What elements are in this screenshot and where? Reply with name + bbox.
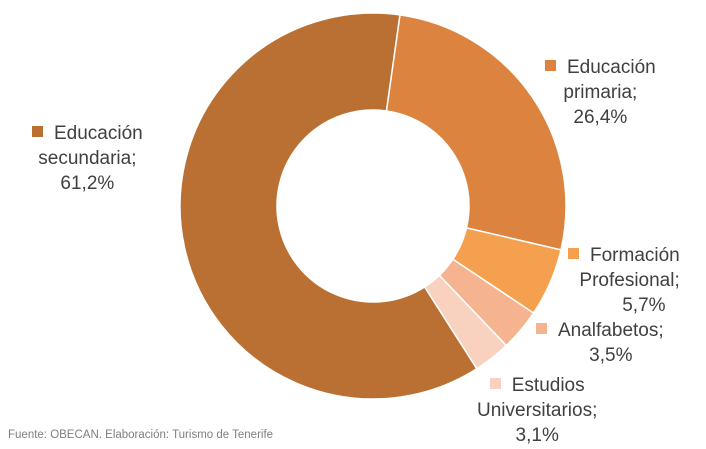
label-analf-value: 3,5% <box>589 345 633 366</box>
source-note: Fuente: OBECAN. Elaboración: Turismo de … <box>8 429 274 441</box>
label-secundaria-value: 61,2% <box>60 173 115 194</box>
label-estudios-universitarios: Estudios Universitarios; 3,1% <box>477 373 597 448</box>
legend-swatch-secundaria <box>32 126 43 137</box>
legend-swatch-analfabetos <box>536 323 547 334</box>
legend-swatch-primaria <box>545 60 556 71</box>
legend-swatch-fp <box>568 248 579 259</box>
label-fp-line1: Formación <box>590 245 680 266</box>
label-fp-line2: Profesional; <box>579 270 680 291</box>
donut-slice-educaci-n-primaria <box>385 14 567 251</box>
label-analf-line1: Analfabetos; <box>558 320 664 341</box>
label-formacion-profesional: Formación Profesional; 5,7% <box>568 243 680 318</box>
label-univ-value: 3,1% <box>515 425 559 446</box>
legend-swatch-univ <box>489 378 501 389</box>
label-primaria-line2: primaria; <box>563 82 638 103</box>
label-educacion-primaria: Educación primaria; 26,4% <box>545 55 656 130</box>
label-secundaria-line1: Educación <box>54 123 143 144</box>
label-primaria-value: 26,4% <box>573 107 628 128</box>
label-univ-line1: Estudios <box>511 375 585 396</box>
label-educacion-secundaria: Educación secundaria; 61,2% <box>32 121 143 196</box>
donut-slice-educaci-n-secundaria <box>179 12 478 400</box>
label-univ-line2: Universitarios; <box>477 400 598 421</box>
label-secundaria-line2: secundaria; <box>38 148 137 169</box>
label-primaria-line1: Educación <box>567 57 656 78</box>
label-analfabetos: Analfabetos; 3,5% <box>536 318 664 368</box>
label-fp-value: 5,7% <box>622 295 666 316</box>
